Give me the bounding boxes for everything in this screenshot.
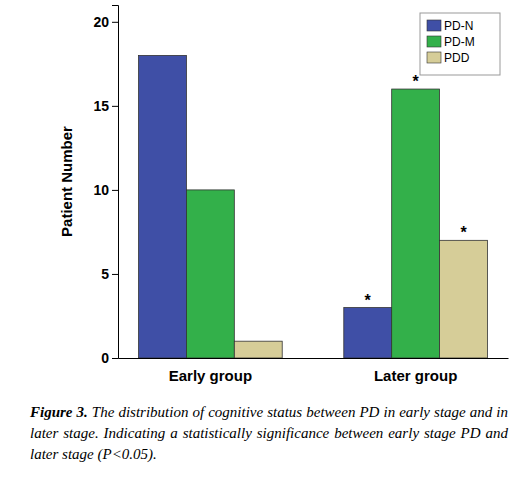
y-tick-mark — [112, 190, 118, 191]
x-tick: Later group — [374, 358, 457, 384]
annotation: * — [413, 73, 420, 90]
y-tick-label: 15 — [93, 98, 109, 114]
caption-label: Figure 3. — [30, 404, 88, 420]
y-axis: 0 5 10 15 20 — [93, 6, 118, 366]
y-tick: 5 — [101, 266, 118, 282]
y-tick-label: 0 — [101, 350, 109, 366]
y-tick-mark — [112, 274, 118, 275]
y-tick-mark — [112, 22, 118, 23]
plot: 0 5 10 15 20 Early group Later group Patient Nu… — [58, 6, 509, 384]
legend-label: PD-M — [444, 35, 475, 49]
y-tick: 0 — [101, 350, 118, 366]
caption: Figure 3. The distribution of cognitive … — [30, 402, 508, 465]
legend-label: PD-N — [444, 19, 473, 33]
annotation: * — [460, 224, 467, 241]
caption-text: The distribution of cognitive status bet… — [30, 404, 508, 462]
y-tick-mark — [112, 106, 118, 107]
y-axis-line — [112, 6, 119, 359]
y-tick-mark — [112, 358, 118, 359]
x-tick-label: Early group — [169, 367, 252, 384]
legend-swatch — [427, 36, 441, 47]
bar — [139, 55, 187, 358]
x-tick: Early group — [169, 358, 252, 384]
bar — [392, 89, 440, 358]
bars — [139, 55, 488, 358]
x-axis-line — [119, 358, 509, 359]
bar — [234, 341, 282, 358]
y-tick-label: 20 — [93, 14, 109, 30]
bar — [440, 240, 488, 358]
y-tick: 20 — [93, 14, 118, 30]
y-axis-title: Patient Number — [58, 126, 75, 237]
legend: PD-N PD-M PDD — [420, 13, 500, 75]
y-tick: 10 — [93, 182, 118, 198]
legend-swatch — [427, 52, 441, 63]
bar — [186, 190, 234, 358]
legend-label: PDD — [444, 51, 470, 65]
x-axis: Early group Later group — [119, 358, 509, 384]
y-tick-label: 10 — [93, 182, 109, 198]
bar — [344, 308, 392, 358]
space — [88, 404, 92, 420]
y-tick-label: 5 — [101, 266, 109, 282]
legend-swatch — [427, 20, 441, 31]
y-tick: 15 — [93, 98, 118, 114]
annotation: * — [365, 292, 372, 309]
legend-box — [420, 13, 500, 75]
x-tick-label: Later group — [374, 367, 457, 384]
